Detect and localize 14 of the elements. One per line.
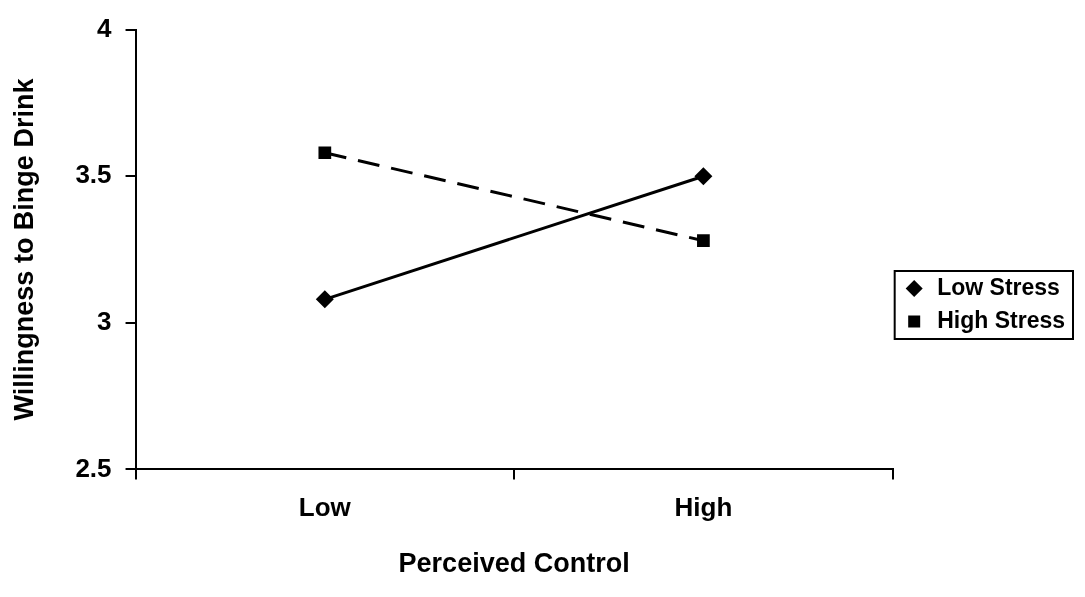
- point: [697, 234, 710, 248]
- point: [318, 146, 332, 160]
- legend-label: Low Stress: [937, 273, 1060, 300]
- y-tick-label: 3.5: [75, 159, 112, 190]
- legend-label: High Stress: [937, 306, 1066, 333]
- y-axis-title: Willingness to Binge Drink: [8, 77, 39, 421]
- y-tick-label: 4: [97, 12, 113, 43]
- x-tick-label: High: [674, 492, 733, 523]
- point: [315, 290, 334, 309]
- point: [694, 167, 713, 186]
- x-axis-title: Perceived Control: [398, 548, 630, 579]
- y-tick-label: 2.5: [75, 452, 112, 483]
- y-tick-label: 3: [97, 305, 112, 336]
- x-tick-label: Low: [298, 492, 352, 523]
